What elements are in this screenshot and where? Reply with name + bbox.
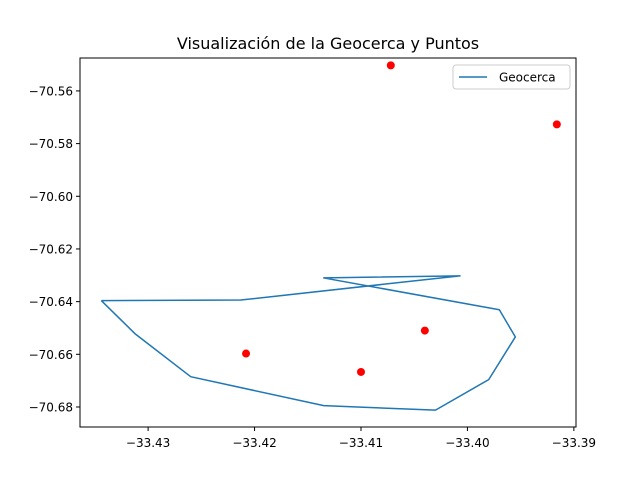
- y-tick-label: −70.66: [29, 348, 73, 362]
- x-tick-label: −33.42: [232, 436, 276, 450]
- y-tick-label: −70.68: [29, 400, 73, 414]
- y-tick-label: −70.60: [29, 190, 73, 204]
- scatter-point: [242, 349, 251, 358]
- x-tick-label: −33.39: [552, 436, 596, 450]
- x-tick-label: −33.40: [445, 436, 489, 450]
- legend: Geocerca: [452, 64, 571, 90]
- y-tick-label: −70.56: [29, 84, 73, 98]
- chart-title: Visualización de la Geocerca y Puntos: [177, 34, 479, 53]
- axes-frame: [79, 57, 577, 428]
- legend-label: Geocerca: [499, 71, 556, 85]
- scatter-point: [356, 367, 365, 376]
- series-line-geocerca: [100, 275, 517, 411]
- scatter-point: [420, 326, 429, 335]
- scatter-point: [552, 120, 561, 129]
- x-tick-label: −33.43: [126, 436, 170, 450]
- legend-box: [452, 64, 571, 90]
- y-axis: −70.56 −70.58 −70.60 −70.62 −70.64 −70.66 −70.…: [29, 84, 80, 414]
- y-tick-label: −70.64: [29, 295, 73, 309]
- plot-area: [100, 61, 561, 411]
- y-tick-label: −70.58: [29, 137, 73, 151]
- y-tick-label: −70.62: [29, 242, 73, 256]
- x-axis: −33.43 −33.42 −33.41 −33.40 −33.39: [126, 427, 596, 450]
- scatter-point: [386, 61, 395, 70]
- x-tick-label: −33.41: [339, 436, 383, 450]
